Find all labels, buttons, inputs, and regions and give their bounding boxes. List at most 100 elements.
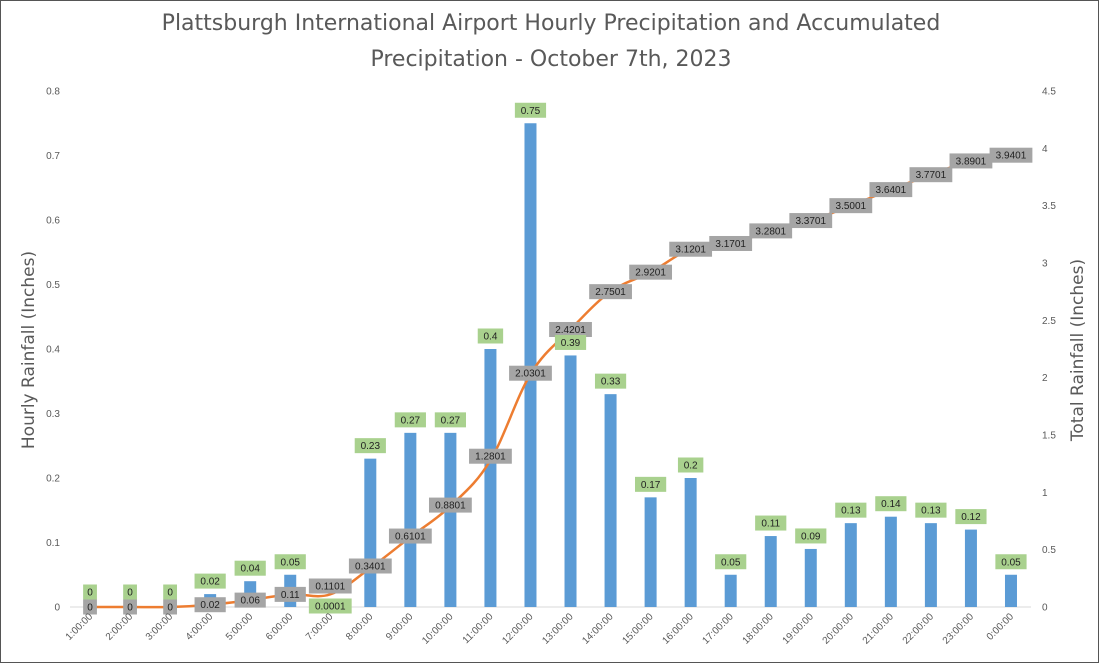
bar-data-label-text: 0.39 <box>561 338 581 349</box>
line-data-label-text: 3.2801 <box>755 226 786 237</box>
line-data-label: 1.2801 <box>469 448 512 464</box>
bar-data-label-bg <box>123 584 137 600</box>
y2-axis-title: Total Rainfall (Inches) <box>1068 259 1088 442</box>
bar-data-label-text: 0.12 <box>961 512 981 523</box>
line-data-label-bg <box>989 147 1033 163</box>
x-tick-labels: 1:00:00 2:00:00 3:00:00 4:00:00 5:00:00 6:00:… <box>64 611 1017 647</box>
line-data-label: 0.1101 <box>308 578 352 594</box>
line-data-label-text: 2.4201 <box>555 325 586 336</box>
bar-data-label-bg <box>234 560 266 576</box>
line-data-label-bg <box>348 558 392 574</box>
line-data-label-bg <box>83 599 97 615</box>
line-data-label-bg <box>469 448 512 464</box>
y2-tick-label: 1 <box>1042 488 1048 499</box>
bar-data-label-text: 0.04 <box>240 564 260 575</box>
bar <box>724 574 737 607</box>
x-tick-label: 8:00:00 <box>344 611 376 643</box>
bar-data-label: 0.05 <box>274 554 306 570</box>
line-data-label: 3.6401 <box>869 182 913 198</box>
bar <box>524 123 537 607</box>
x-tick-label: 20:00:00 <box>821 611 857 647</box>
y2-tick-label: 4.5 <box>1042 87 1056 98</box>
bar-data-label-bg <box>715 554 747 570</box>
chart-title-line2: Precipitation - October 7th, 2023 <box>370 47 731 72</box>
bar-data-label: 0.75 <box>514 102 547 118</box>
y2-tick-label: 3.5 <box>1042 201 1056 212</box>
x-tick-label: 1:00:00 <box>64 611 96 643</box>
x-tick-label: 7:00:00 <box>304 611 336 643</box>
line-data-label-text: 0 <box>127 603 133 614</box>
x-tick-label: 18:00:00 <box>741 611 777 647</box>
bar-data-label: 0.05 <box>715 554 747 570</box>
line-data-label-text: 0.02 <box>200 600 220 611</box>
line-data-label: 3.5001 <box>829 198 873 214</box>
line-data-label-bg <box>509 365 552 381</box>
x-tick-label: 6:00:00 <box>264 611 296 643</box>
line-data-label: 2.9201 <box>629 264 673 280</box>
line-data-label-bg <box>123 599 137 615</box>
bar <box>364 458 377 607</box>
line-data-label: 2.0301 <box>509 365 552 381</box>
line-data-label-text: 3.1701 <box>715 239 746 250</box>
line-data-label-text: 2.9201 <box>635 268 666 279</box>
line-data-label-bg <box>829 198 873 214</box>
line-data-label: 3.1201 <box>669 241 713 257</box>
x-tick-label: 15:00:00 <box>620 611 656 647</box>
bar-data-label-text: 0 <box>167 588 173 599</box>
x-tick-label: 2:00:00 <box>104 611 136 643</box>
y-tick-label: 0.4 <box>46 345 60 356</box>
bar-data-label-bg <box>477 328 504 344</box>
line-data-label: 3.3701 <box>789 213 833 229</box>
line-data-label-bg <box>549 321 592 337</box>
bar-data-label-bg <box>755 515 787 531</box>
bar-data-label-bg <box>554 334 587 350</box>
bar-data-label-text: 0.2 <box>684 461 698 472</box>
data-labels: 0 0 0 0.02 0.06 0.11 0.1101 0.3401 0.6101 0.8801 1… <box>83 102 1033 615</box>
bar-data-label-text: 0.05 <box>280 557 300 568</box>
bar-data-label: 0 <box>123 584 137 600</box>
bar-data-label-bg <box>635 476 667 492</box>
bar-data-label: 0.11 <box>755 515 787 531</box>
bar-data-label: 0.33 <box>594 373 627 389</box>
line-data-label: 0.02 <box>194 597 226 613</box>
x-tick-label: 19:00:00 <box>781 611 817 647</box>
line-data-label-bg <box>669 241 713 257</box>
y2-tick-label: 0 <box>1042 603 1048 614</box>
y2-tick-label: 2.5 <box>1042 316 1056 327</box>
line-data-label: 3.7701 <box>909 167 953 183</box>
y-tick-label: 0.3 <box>46 409 60 420</box>
bar-data-label-bg <box>677 457 704 473</box>
line-data-label-text: 0.3401 <box>355 562 386 573</box>
x-tick-label: 14:00:00 <box>580 611 616 647</box>
y2-tick-label: 2 <box>1042 373 1048 384</box>
line-data-label-text: 2.7501 <box>595 287 626 298</box>
y-tick-label: 0.1 <box>46 538 60 549</box>
bar-data-label-text: 0.4 <box>483 332 497 343</box>
bar-data-label-text: 0.27 <box>441 415 461 426</box>
y2-tick-label: 0.5 <box>1042 545 1056 556</box>
line-data-label-bg <box>629 264 673 280</box>
bar <box>924 523 937 607</box>
x-tick-label: 16:00:00 <box>660 611 696 647</box>
line-data-label-bg <box>869 182 913 198</box>
x-tick-label: 23:00:00 <box>941 611 977 647</box>
line-series <box>90 153 1012 609</box>
bar-data-label: 0.4 <box>477 328 504 344</box>
bar-data-label: 0.14 <box>875 496 907 512</box>
y-tick-label: 0.7 <box>46 151 60 162</box>
bar-series <box>204 123 1017 607</box>
bar-data-label-text: 0 <box>127 588 133 599</box>
bar-data-label-text: 0.75 <box>521 106 541 117</box>
x-tick-label: 9:00:00 <box>384 611 416 643</box>
bar-data-label: 0.13 <box>915 502 947 518</box>
bar-data-label-text: 0.05 <box>721 557 741 568</box>
bar-data-label-bg <box>354 438 386 454</box>
line-data-label-text: 1.2801 <box>475 452 506 463</box>
bar-data-label: 0.17 <box>635 476 667 492</box>
line-data-label-text: 3.7701 <box>916 170 947 181</box>
bar-data-label: 0.2 <box>677 457 704 473</box>
bar-data-label: 0 <box>83 584 97 600</box>
x-tick-label: 3:00:00 <box>144 611 176 643</box>
bar-data-label-bg <box>194 573 226 589</box>
bar-data-label-bg <box>915 502 947 518</box>
